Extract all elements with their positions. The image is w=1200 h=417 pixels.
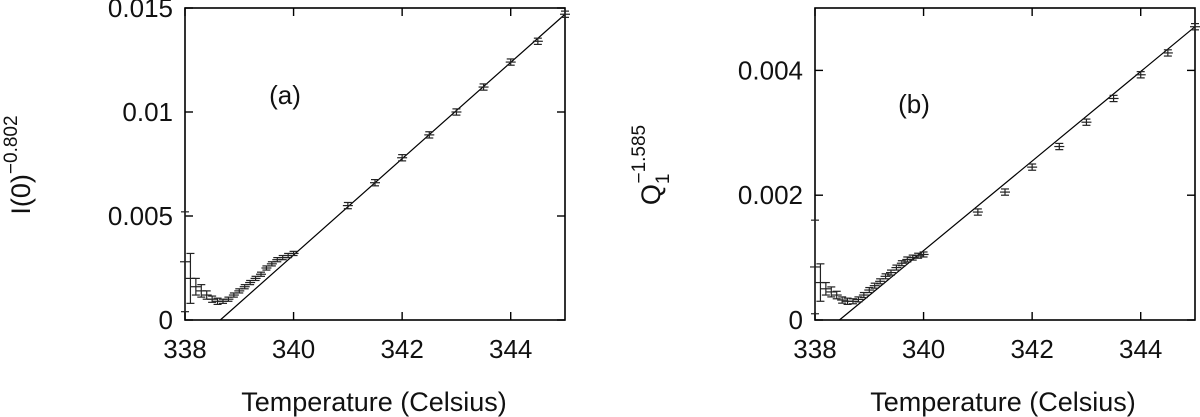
x-tick-label: 342 (1010, 334, 1053, 364)
data-point (820, 281, 831, 296)
data-point (810, 219, 820, 315)
data-point (180, 211, 190, 313)
data-point (234, 288, 245, 294)
data-point (266, 261, 277, 267)
panel-label-a: (a) (269, 80, 301, 110)
data-point (261, 265, 272, 271)
panel-b: Q1−1.585 (b) Temperature (Celsius) 338 34… (629, 7, 1200, 417)
data-point (1000, 188, 1010, 196)
data-point (239, 284, 250, 290)
data-point (250, 275, 261, 282)
fit-line-b (839, 26, 1196, 321)
y-tick-label: 0.015 (108, 0, 173, 23)
data-point (913, 252, 924, 259)
y-tick-label: 0.005 (108, 201, 173, 231)
data-point (1135, 71, 1146, 79)
x-tick-label: 342 (380, 334, 423, 364)
y-axis-sup-b: −1.585 (629, 125, 650, 184)
panel-label-b: (b) (898, 89, 930, 119)
y-tick-label: 0 (789, 305, 803, 335)
y-tick-label: 0.01 (122, 97, 173, 127)
data-point (505, 58, 516, 66)
x-tick-label: 344 (1119, 334, 1162, 364)
y-tick-label: 0 (159, 305, 173, 335)
data-point (1081, 118, 1092, 126)
y-axis-title-a: I(0)−0.802 (1, 115, 36, 214)
data-point (560, 10, 570, 18)
data-point (815, 263, 826, 302)
x-tick-label: 340 (272, 334, 315, 364)
y-tick-label: 0.002 (738, 180, 803, 210)
data-point (918, 251, 929, 258)
y-axis-sub-b: 1 (653, 174, 674, 185)
data-point (397, 154, 408, 162)
data-point (223, 296, 234, 302)
data-point (256, 271, 266, 277)
data-point (1190, 23, 1200, 31)
fit-line-a (219, 13, 566, 321)
panel-a: I(0)−0.802 (a) Temperature (Celsius) 338… (1, 0, 570, 417)
data-point (1054, 142, 1065, 151)
data-point (853, 296, 864, 303)
data-point (196, 284, 207, 298)
data-point (370, 179, 380, 187)
x-tick-label: 344 (489, 334, 532, 364)
data-point (972, 208, 983, 216)
data-point (880, 273, 891, 280)
data-point (1108, 94, 1119, 103)
data-point (424, 131, 435, 139)
y-tick-label: 0.004 (738, 55, 803, 85)
y-axis-base-b: Q (636, 184, 666, 205)
data-point (451, 108, 462, 116)
data-point (478, 83, 489, 91)
data-point (288, 250, 299, 257)
y-axis-title-b: Q1−1.585 (629, 125, 674, 205)
x-axis-title-b: Temperature (Celsius) (870, 387, 1136, 417)
data-point (891, 264, 902, 271)
data-point (342, 201, 353, 210)
y-axis-sup-a: −0.802 (1, 115, 22, 174)
data-point (837, 296, 848, 304)
data-point (902, 256, 913, 263)
data-point (190, 277, 201, 296)
data-point (907, 254, 918, 261)
data-point (245, 279, 256, 286)
x-tick-label: 338 (793, 334, 836, 364)
x-tick-label: 340 (902, 334, 945, 364)
data-point (185, 252, 196, 304)
x-tick-label: 338 (163, 334, 206, 364)
data-point (532, 37, 543, 46)
data-point (864, 286, 875, 294)
data-point (228, 292, 239, 298)
x-axis-title-a: Temperature (Celsius) (241, 387, 507, 417)
data-point (848, 298, 858, 305)
data-point (1027, 163, 1038, 171)
y-axis-base-a: I(0) (6, 174, 36, 215)
plot-frame-a (184, 7, 566, 321)
data-point (896, 260, 907, 267)
data-point (201, 290, 212, 300)
data-point (826, 286, 837, 298)
data-point (207, 295, 218, 303)
plot-frame-b (814, 7, 1196, 321)
data-point (869, 282, 880, 289)
data-point (831, 290, 842, 300)
data-point (1162, 49, 1173, 57)
